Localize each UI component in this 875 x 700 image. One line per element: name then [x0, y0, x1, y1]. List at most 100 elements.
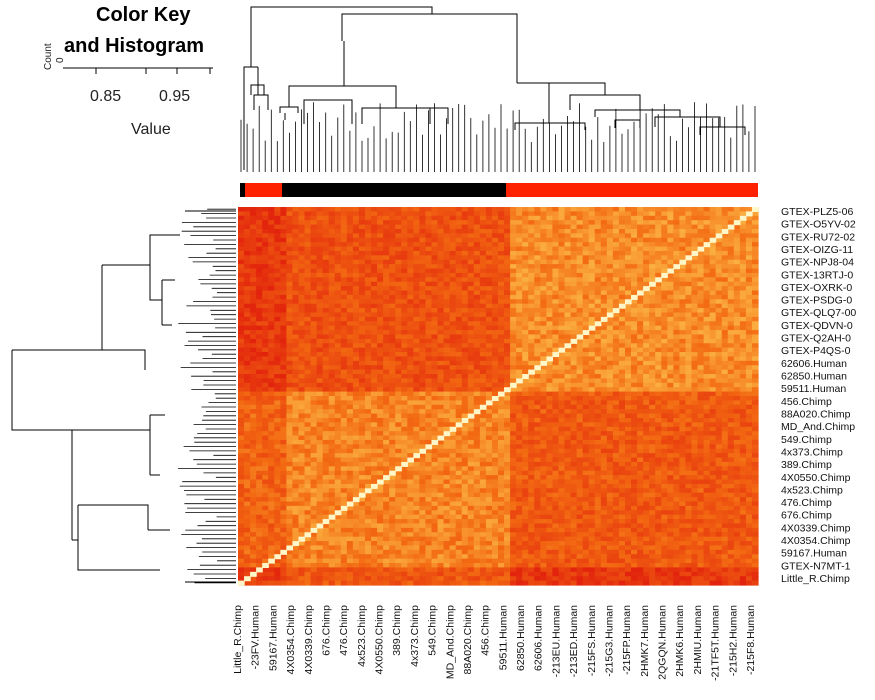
heatmap-cell: [389, 409, 396, 415]
heatmap-cell: [238, 369, 245, 375]
heatmap-cell: [244, 409, 251, 415]
heatmap-cell: [618, 211, 626, 217]
heatmap-cell: [358, 378, 366, 384]
heatmap-cell: [540, 382, 547, 388]
heatmap-cell: [437, 431, 445, 437]
heatmap-cell: [371, 268, 378, 274]
heatmap-cell: [238, 413, 245, 419]
heatmap-cell: [709, 215, 717, 221]
heatmap-cell: [691, 422, 699, 428]
heatmap-cell: [739, 299, 747, 305]
heatmap-cell: [431, 334, 439, 340]
heatmap-cell: [479, 417, 487, 423]
heatmap-cell: [643, 308, 650, 314]
heatmap-cell: [637, 246, 644, 252]
heatmap-cell: [304, 448, 312, 454]
heatmap-cell: [298, 374, 306, 380]
heatmap-cell: [709, 426, 717, 432]
heatmap-cell: [667, 382, 674, 388]
heatmap-cell: [745, 290, 753, 296]
heatmap-cell: [691, 246, 699, 252]
heatmap-cell: [491, 211, 499, 217]
heatmap-cell: [655, 246, 662, 252]
heatmap-cell: [407, 378, 414, 384]
heatmap-cell: [751, 396, 759, 401]
heatmap-cell: [473, 312, 481, 318]
heatmap-cell: [673, 404, 680, 410]
heatmap-cell: [655, 325, 662, 331]
heatmap-cell: [721, 299, 729, 305]
heatmap-cell: [328, 250, 336, 256]
heatmap-cell: [667, 312, 674, 318]
heatmap-cell: [274, 330, 281, 336]
heatmap-cell: [395, 444, 402, 450]
heatmap-cell: [739, 286, 747, 292]
heatmap-cell: [238, 382, 245, 388]
heatmap-cell: [407, 308, 414, 314]
heatmap-cell: [498, 404, 505, 410]
heatmap-cell: [751, 286, 759, 292]
heatmap-cell: [244, 316, 251, 322]
heatmap-cell: [600, 448, 608, 454]
heatmap-cell: [540, 325, 547, 331]
heatmap-cell: [649, 321, 656, 327]
heatmap-cell: [358, 439, 366, 445]
heatmap-cell: [473, 396, 481, 401]
heatmap-cell: [661, 391, 668, 397]
heatmap-cell: [340, 435, 348, 441]
heatmap-cell: [558, 286, 566, 292]
heatmap-cell: [274, 290, 281, 296]
heatmap-cell: [364, 268, 372, 274]
heatmap-cell: [667, 404, 674, 410]
heatmap-cell: [751, 444, 759, 450]
heatmap-cell: [340, 338, 348, 344]
heatmap-cell: [274, 352, 281, 358]
heatmap-cell: [304, 347, 312, 353]
heatmap-cell: [479, 290, 487, 296]
heatmap-cell: [528, 400, 535, 406]
heatmap-cell: [364, 391, 372, 397]
heatmap-cell: [316, 220, 324, 226]
heatmap-cell: [346, 255, 354, 261]
heatmap-cell: [358, 268, 366, 274]
heatmap-cell: [576, 242, 584, 248]
heatmap-cell: [304, 303, 312, 309]
heatmap-cell: [697, 233, 705, 239]
heatmap-cell: [491, 391, 499, 397]
heatmap-cell: [673, 435, 680, 441]
heatmap-cell: [262, 242, 269, 248]
heatmap-cell: [431, 347, 439, 353]
heatmap-cell: [316, 365, 324, 371]
heatmap-cell: [298, 378, 306, 384]
heatmap-cell: [558, 422, 566, 428]
heatmap-cell: [540, 417, 547, 423]
heatmap-cell: [510, 334, 517, 340]
heatmap-cell: [727, 391, 735, 397]
heatmap-cell: [564, 378, 572, 384]
heatmap-cell: [425, 281, 433, 287]
heatmap-cell: [377, 343, 384, 349]
heatmap-cell: [510, 286, 517, 292]
heatmap-cell: [624, 281, 632, 287]
heatmap-cell: [624, 422, 632, 428]
heatmap-cell: [673, 259, 680, 265]
heatmap-cell: [624, 233, 632, 239]
heatmap-cell: [643, 290, 650, 296]
heatmap-cell: [751, 299, 759, 305]
heatmap-cell: [643, 334, 650, 340]
heatmap-cell: [540, 250, 547, 256]
heatmap-cell: [739, 435, 747, 441]
heatmap-cell: [552, 365, 560, 371]
heatmap-cell: [467, 224, 475, 230]
heatmap-cell: [268, 281, 275, 287]
heatmap-cell: [437, 426, 445, 432]
heatmap-cell: [352, 250, 360, 256]
heatmap-cell: [437, 259, 445, 265]
heatmap-cell: [552, 233, 560, 239]
heatmap-cell: [328, 290, 336, 296]
heatmap-cell: [745, 294, 753, 300]
heatmap-cell: [570, 242, 578, 248]
heatmap-cell: [377, 250, 384, 256]
heatmap-cell: [510, 259, 517, 265]
heatmap-cell: [546, 382, 554, 388]
